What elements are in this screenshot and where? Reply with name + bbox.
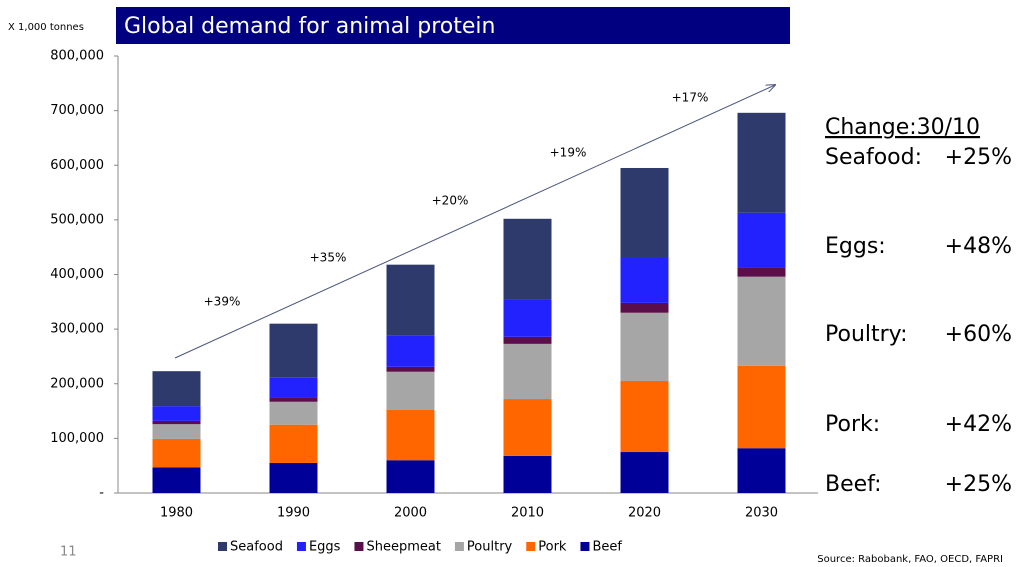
x-tick-label: 2010 [511, 506, 544, 521]
bar-segment [503, 336, 552, 344]
bar-segment [269, 377, 318, 398]
y-tick-label: 100,000 [50, 431, 104, 446]
bar-segment [386, 335, 435, 367]
bar-segment [269, 462, 318, 493]
legend-swatch [354, 542, 364, 551]
legend-swatch [526, 542, 536, 551]
bar-segment [152, 371, 201, 407]
x-tick-label: 1990 [277, 506, 310, 521]
chart-title: Global demand for animal protein [124, 14, 496, 39]
bar-segment [152, 467, 201, 493]
change-heading: Change:30/10 [825, 115, 980, 140]
bar-segment [503, 399, 552, 456]
y-axis-label: X 1,000 tonnes [8, 22, 84, 33]
y-tick-label: 500,000 [50, 212, 104, 227]
y-tick-label: 800,000 [50, 49, 104, 64]
change-label: Pork: [825, 412, 880, 437]
x-tick-label: 2020 [628, 506, 661, 521]
legend-label: Sheepmeat [366, 540, 440, 555]
bar-segment [386, 371, 435, 410]
source: Source: Rabobank, FAO, OECD, FAPRI [817, 554, 1003, 565]
growth-label: +35% [310, 251, 347, 265]
growth-arrow [174, 85, 775, 359]
bar-segment [152, 406, 201, 421]
bar-segment [620, 167, 669, 258]
bar-segment [152, 438, 201, 468]
bar-segment [503, 299, 552, 337]
bar-segment [269, 323, 318, 378]
change-value: +42% [945, 412, 1012, 437]
change-value: +60% [945, 322, 1012, 347]
y-tick-label: 400,000 [50, 267, 104, 282]
legend-label: Seafood [230, 540, 283, 555]
y-tick-label: 300,000 [50, 322, 104, 337]
x-tick-label: 1980 [160, 506, 193, 521]
bar-segment [503, 455, 552, 493]
growth-label: +19% [550, 146, 587, 160]
legend-swatch [296, 542, 306, 551]
bar-segment [152, 424, 201, 439]
legend-label: Eggs [309, 540, 341, 555]
bar-segment [620, 257, 669, 303]
bar-segment [503, 218, 552, 300]
legend-label: Pork [538, 540, 567, 555]
bar-segment [620, 312, 669, 382]
change-label: Eggs: [825, 234, 886, 259]
y-tick-label: 600,000 [50, 158, 104, 173]
bar-segment [386, 409, 435, 461]
title-bar [116, 7, 790, 44]
legend-label: Poultry [467, 540, 513, 555]
growth-label: +17% [672, 91, 709, 105]
bar-segment [386, 460, 435, 493]
bar-segment [737, 212, 786, 268]
bar-segment [737, 267, 786, 277]
y-tick-label: 700,000 [50, 103, 104, 118]
bar-segment [620, 452, 669, 493]
bar-segment [152, 420, 201, 425]
change-label: Beef: [825, 472, 882, 497]
change-value: +48% [945, 234, 1012, 259]
bar-segment [386, 366, 435, 372]
change-label: Poultry: [825, 322, 908, 347]
y-tick-label: - [99, 486, 104, 501]
change-value: +25% [945, 145, 1012, 170]
y-tick-label: 200,000 [50, 376, 104, 391]
bar-segment [386, 264, 435, 336]
x-tick-label: 2000 [394, 506, 427, 521]
growth-label: +20% [432, 194, 469, 208]
change-label: Seafood: [825, 145, 922, 170]
page-number: 11 [60, 545, 77, 560]
bar-segment [503, 343, 552, 400]
change-value: +25% [945, 472, 1012, 497]
legend-swatch [454, 542, 464, 551]
bar-segment [737, 365, 786, 449]
bar-segment [269, 424, 318, 463]
bar-segment [269, 397, 318, 402]
legend-swatch [218, 542, 227, 551]
bar-segment [737, 448, 786, 493]
legend-label: Beef [592, 540, 622, 555]
bar-segment [737, 112, 786, 213]
bar-segment [620, 381, 669, 453]
bar-segment [737, 276, 786, 366]
legend-swatch [580, 542, 590, 551]
growth-label: +39% [204, 295, 241, 309]
x-tick-label: 2030 [745, 506, 778, 521]
bar-segment [620, 302, 669, 313]
bar-segment [269, 401, 318, 425]
